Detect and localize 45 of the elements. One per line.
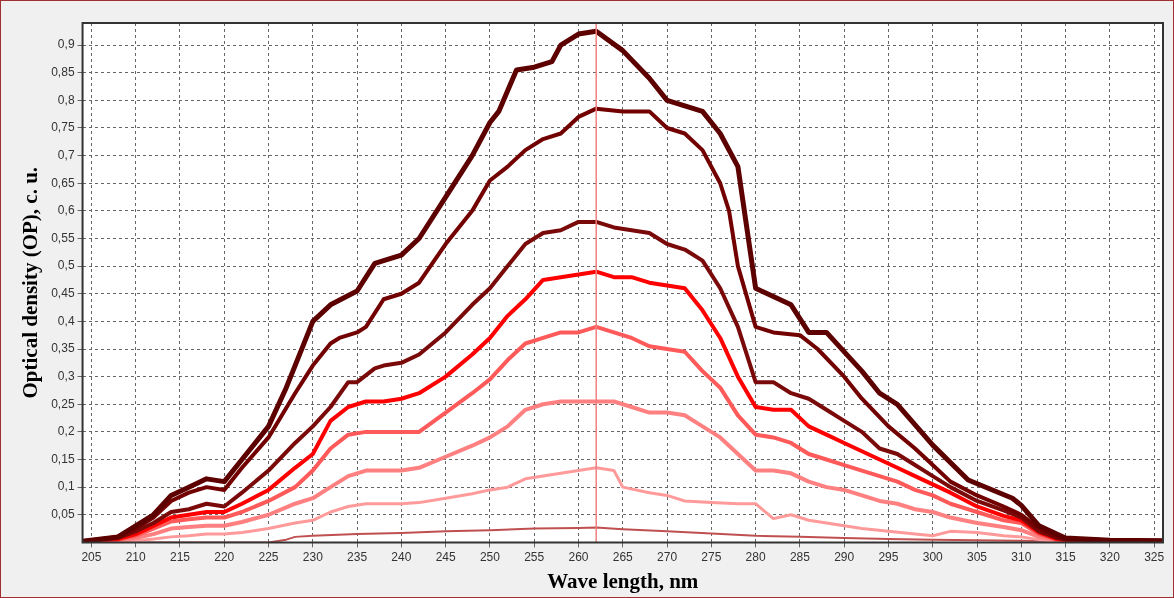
- x-tick-label: 275: [701, 549, 722, 564]
- x-tick-label: 220: [214, 549, 235, 564]
- y-tick-label: 0,55: [51, 230, 75, 245]
- x-tick-label: 320: [1099, 549, 1121, 564]
- x-tick-label: 260: [568, 549, 589, 564]
- x-tick-label: 295: [878, 549, 899, 564]
- y-tick-label: 0,7: [57, 147, 75, 162]
- y-tick-label: 0,85: [51, 65, 75, 80]
- x-tick-label: 290: [834, 549, 855, 564]
- x-tick-label: 215: [169, 549, 191, 564]
- x-tick-label: 210: [125, 549, 147, 564]
- y-tick-label: 0,15: [51, 451, 75, 466]
- y-tick-label: 0,4: [57, 313, 75, 328]
- x-tick-label: 235: [347, 549, 368, 564]
- y-tick-label: 0,3: [57, 368, 75, 383]
- x-axis-title: Wave length, nm: [547, 568, 699, 593]
- x-tick-label: 325: [1144, 549, 1165, 564]
- y-tick-label: 0,1: [57, 479, 75, 494]
- y-tick-label: 0,05: [51, 507, 75, 522]
- x-tick-label: 250: [479, 549, 501, 564]
- y-tick-label: 0,6: [57, 203, 75, 218]
- x-tick-label: 230: [302, 549, 324, 564]
- y-tick-label: 0,9: [57, 37, 75, 52]
- y-tick-label: 0,5: [57, 258, 75, 273]
- y-tick-label: 0,75: [51, 120, 75, 135]
- y-tick-label: 0,8: [57, 92, 75, 107]
- x-tick-label: 255: [524, 549, 545, 564]
- x-tick-label: 225: [258, 549, 279, 564]
- x-tick-label: 305: [967, 549, 988, 564]
- x-tick-label: 285: [789, 549, 811, 564]
- y-tick-label: 0,65: [51, 175, 75, 190]
- x-tick-label: 240: [391, 549, 412, 564]
- x-tick-label: 280: [745, 549, 766, 564]
- x-tick-label: 270: [657, 549, 678, 564]
- x-tick-label: 300: [922, 549, 944, 564]
- x-tick-label: 310: [1011, 549, 1032, 564]
- x-tick-label: 265: [612, 549, 634, 564]
- x-tick-label: 205: [81, 549, 102, 564]
- x-tick-label: 245: [435, 549, 456, 564]
- x-tick-label: 315: [1055, 549, 1076, 564]
- y-axis-title: Optical density (OP), c. u.: [18, 166, 43, 399]
- y-tick-label: 0,25: [51, 396, 75, 411]
- y-tick-label: 0,35: [51, 341, 75, 356]
- y-tick-label: 0,2: [57, 424, 75, 439]
- y-tick-label: 0,45: [51, 286, 75, 301]
